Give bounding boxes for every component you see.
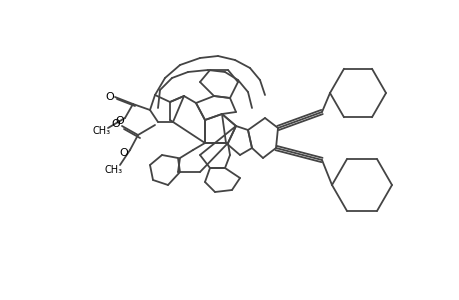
Text: CH₃: CH₃: [105, 165, 123, 175]
Text: O: O: [115, 116, 124, 126]
Text: O: O: [119, 148, 128, 158]
Text: O: O: [106, 92, 114, 102]
Text: O: O: [112, 119, 120, 129]
Text: CH₃: CH₃: [93, 126, 111, 136]
